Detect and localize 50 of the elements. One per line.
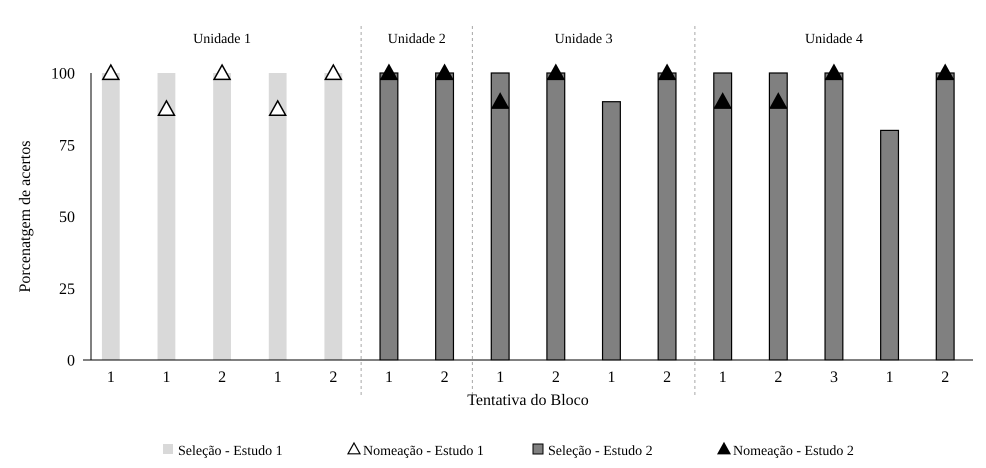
x-axis-title: Tentativa do Bloco <box>467 392 589 409</box>
legend-label: Nomeação - Estudo 2 <box>733 444 854 459</box>
bar <box>102 73 120 360</box>
point <box>213 64 231 80</box>
x-tick-label: 1 <box>106 369 115 386</box>
bar <box>324 73 342 360</box>
y-tick-label: 75 <box>59 137 75 154</box>
x-tick-label: 1 <box>718 369 727 386</box>
y-tick-label: 0 <box>67 352 75 370</box>
point <box>658 64 676 80</box>
point <box>436 64 454 80</box>
y-tick-label: 25 <box>59 280 75 298</box>
x-tick-label: 1 <box>384 369 393 386</box>
x-tick-label: 1 <box>274 369 282 386</box>
x-tick-label: 2 <box>552 369 560 386</box>
legend-label: Seleção - Estudo 1 <box>178 444 283 459</box>
point <box>102 64 120 80</box>
legend-label: Nomeação - Estudo 1 <box>363 444 484 459</box>
point <box>158 100 176 116</box>
x-tick-label: 1 <box>162 369 170 386</box>
x-tick-label: 2 <box>329 369 338 386</box>
point <box>936 64 954 80</box>
x-tick-label: 2 <box>774 369 782 386</box>
x-tick-label: 2 <box>440 369 449 386</box>
text: Unidade 3 <box>554 32 613 47</box>
bar <box>213 73 231 360</box>
x-tick-label: 1 <box>607 369 616 386</box>
y-tick-label: 100 <box>51 66 75 83</box>
x-tick-label: 2 <box>663 369 672 386</box>
x-tick-label: 2 <box>218 369 226 386</box>
x-tick-label: 3 <box>830 369 838 386</box>
legend-label: Seleção - Estudo 2 <box>548 444 653 459</box>
point <box>324 64 342 80</box>
point <box>547 64 565 80</box>
x-tick-label: 2 <box>941 369 950 386</box>
x-tick-label: 1 <box>496 369 504 386</box>
text: Unidade 1 <box>193 32 252 47</box>
text: Unidade 4 <box>804 32 863 47</box>
bar <box>158 73 176 360</box>
point <box>770 92 788 109</box>
point <box>380 64 398 80</box>
point <box>268 100 286 116</box>
y-tick-label: 50 <box>59 209 75 226</box>
y-axis-title: Porcenatgem de acertos <box>17 140 34 292</box>
point <box>825 64 843 80</box>
x-tick-label: 1 <box>886 369 894 386</box>
bar <box>268 73 287 360</box>
text: Unidade 2 <box>388 32 446 47</box>
point <box>491 92 509 109</box>
point <box>714 92 732 109</box>
